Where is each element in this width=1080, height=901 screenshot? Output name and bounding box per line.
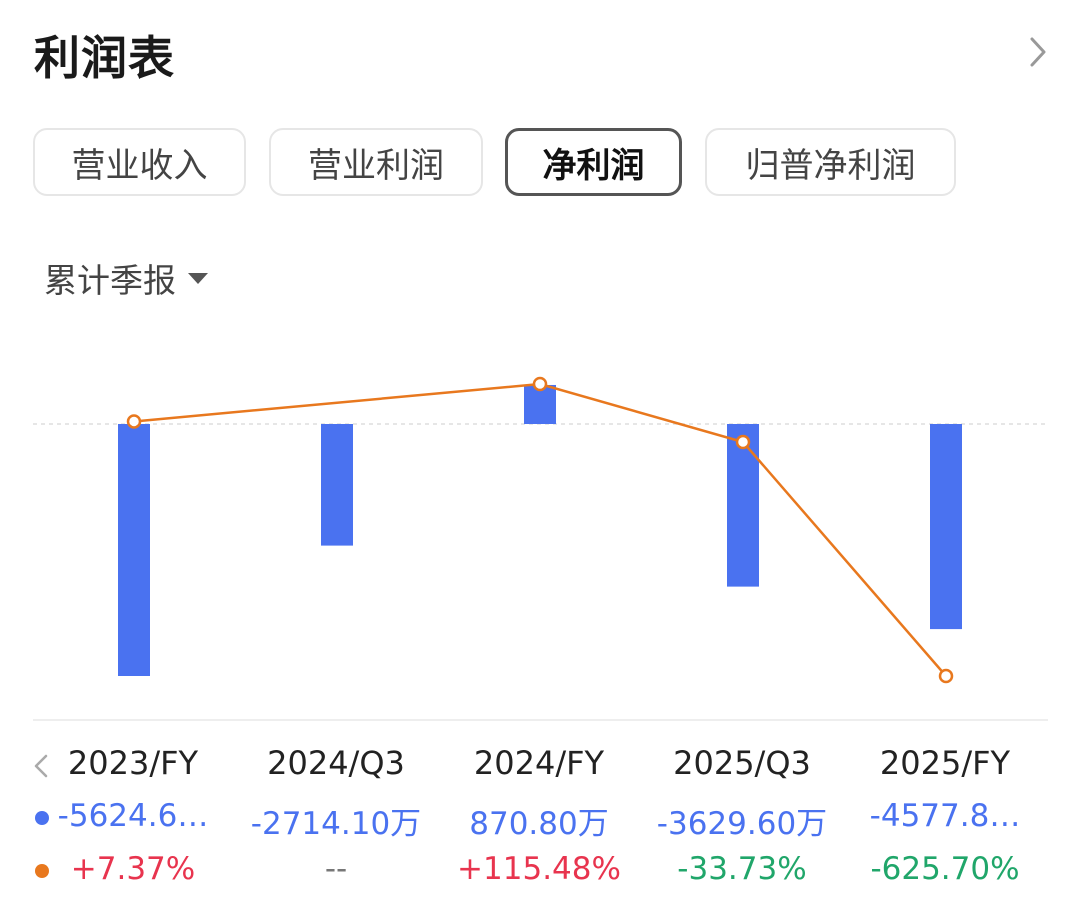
page-title: 利润表 — [34, 31, 175, 85]
bar-2025/Q3 — [727, 424, 759, 587]
tab-net-profit-attributable[interactable]: 归普净利润 — [705, 128, 956, 196]
chart-divider — [33, 719, 1048, 721]
value-label: -3629.60万 — [656, 806, 828, 842]
tab-net-profit[interactable]: 净利润 — [505, 128, 682, 196]
change-label: -- — [324, 851, 348, 887]
line-point-2023/FY — [126, 414, 142, 429]
period-labels-row: 2023/FY 2024/Q3 2024/FY 2025/Q3 2025/FY — [0, 744, 1080, 794]
bar-2024/Q3 — [321, 424, 353, 546]
period-label: 2025/FY — [879, 744, 1011, 782]
bar-2025/FY — [930, 424, 962, 630]
line-point-2024/FY — [532, 376, 548, 392]
change-label: +7.37% — [70, 851, 196, 887]
change-label: +115.48% — [457, 851, 621, 887]
line-legend-dot — [35, 864, 49, 878]
period-label: 2024/Q3 — [267, 744, 405, 782]
value-row: -5624.6… -2714.10万 870.80万 -3629.60万 -45… — [0, 798, 1080, 848]
tab-operating-profit[interactable]: 营业利润 — [269, 128, 483, 196]
change-row: +7.37% -- +115.48% -33.73% -625.70% — [0, 851, 1080, 901]
net-profit-chart — [33, 376, 1048, 684]
change-label: -33.73% — [677, 851, 807, 887]
bar-2024/FY — [524, 384, 556, 424]
caret-down-icon — [188, 272, 208, 284]
period-label: 2024/FY — [473, 744, 605, 782]
line-point-2025/Q3 — [735, 434, 751, 450]
period-selector-label: 累计季报 — [44, 261, 176, 300]
chevron-right-icon[interactable] — [1024, 34, 1052, 70]
change-line — [133, 382, 947, 677]
tab-revenue[interactable]: 营业收入 — [33, 128, 246, 196]
period-selector[interactable]: 累计季报 — [44, 254, 208, 302]
value-label: -4577.8… — [869, 798, 1021, 834]
period-label: 2025/Q3 — [673, 744, 811, 782]
value-label: -2714.10万 — [250, 806, 422, 842]
bar-2023/FY — [118, 424, 150, 676]
line-point-2025/FY — [938, 668, 954, 684]
value-label: 870.80万 — [469, 806, 609, 842]
bar-legend-dot — [35, 811, 49, 825]
change-label: -625.70% — [870, 851, 1020, 887]
period-label: 2023/FY — [67, 744, 199, 782]
chevron-left-icon[interactable] — [30, 752, 52, 780]
value-label: -5624.6… — [57, 798, 209, 834]
